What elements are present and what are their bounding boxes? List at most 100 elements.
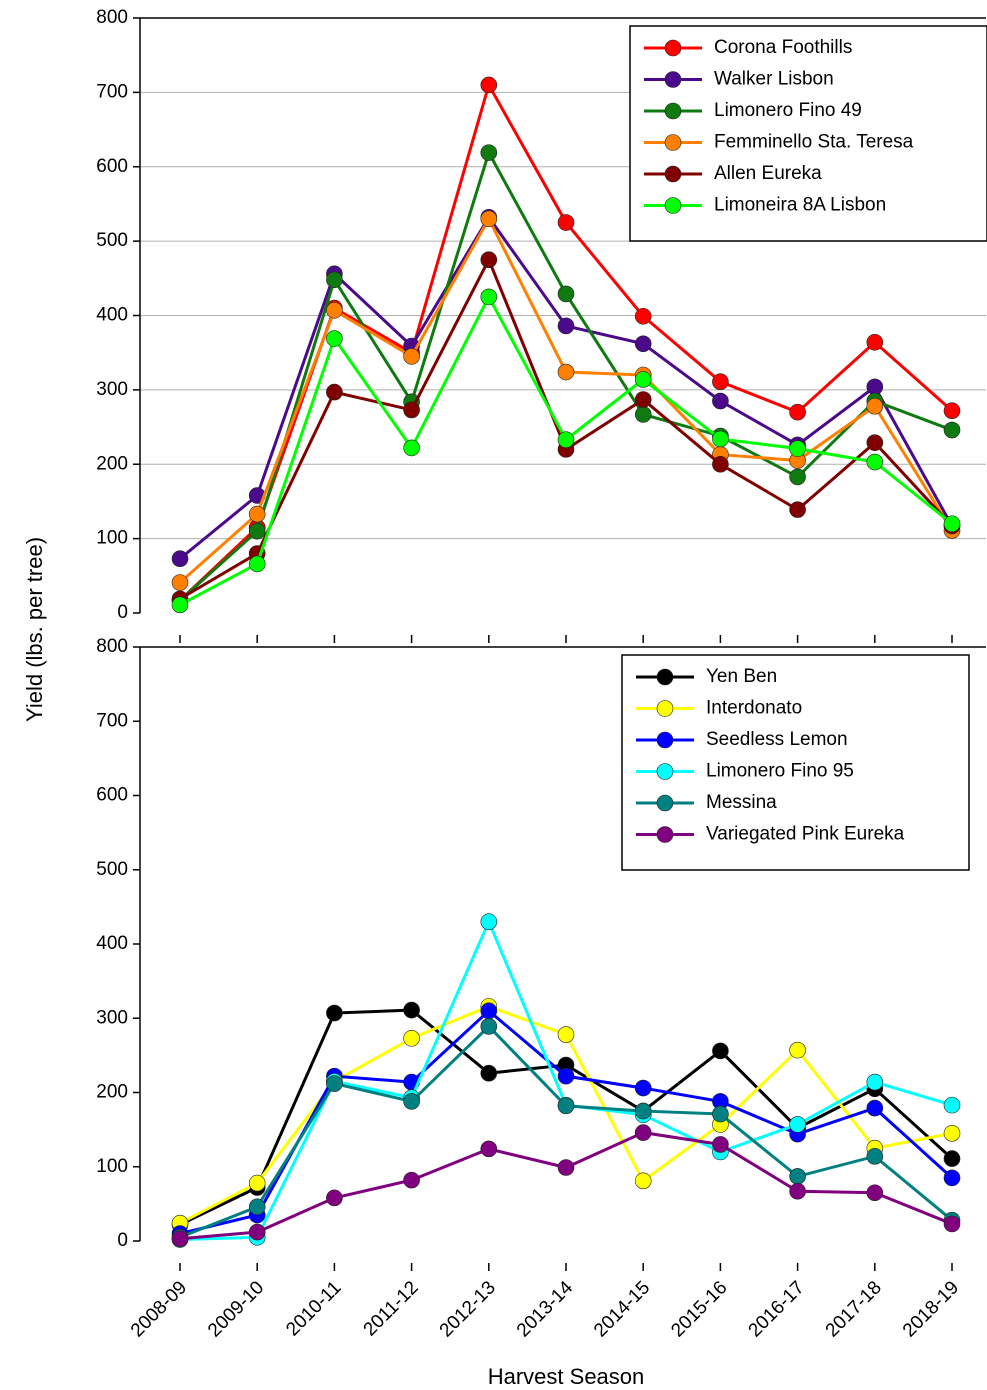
legend-marker xyxy=(664,71,682,88)
data-point xyxy=(326,301,343,319)
legend-marker xyxy=(656,731,674,749)
data-point xyxy=(557,1159,575,1176)
x-tick-label: 2011-12 xyxy=(360,1277,423,1340)
y-tick-label: 800 xyxy=(96,7,128,28)
legend-label: Limonero Fino 49 xyxy=(714,100,862,121)
y-tick-label: 700 xyxy=(96,710,128,731)
data-point xyxy=(248,522,266,540)
legend-marker xyxy=(656,763,674,780)
series-line xyxy=(179,1008,954,1236)
data-point xyxy=(634,307,652,325)
data-point xyxy=(326,1004,343,1022)
data-point xyxy=(789,403,806,421)
data-point xyxy=(326,1189,343,1207)
data-point xyxy=(248,1198,266,1216)
data-point xyxy=(712,392,729,410)
legend-marker xyxy=(656,826,674,843)
data-point xyxy=(171,550,189,568)
legend-label: Seedless Lemon xyxy=(706,729,848,750)
legend-label: Corona Foothills xyxy=(714,37,852,58)
data-point xyxy=(480,288,498,306)
data-point xyxy=(480,913,498,931)
data-point xyxy=(789,440,806,457)
legend-label: Limoneira 8A Lisbon xyxy=(714,195,886,216)
data-point xyxy=(712,1042,729,1060)
legend-marker xyxy=(664,102,682,120)
data-point xyxy=(171,574,189,591)
data-point xyxy=(866,378,884,396)
x-tick-label: 2013-14 xyxy=(513,1277,577,1341)
data-point xyxy=(789,501,806,518)
data-point xyxy=(480,1018,498,1035)
legend-marker xyxy=(664,165,682,183)
y-tick-label: 100 xyxy=(96,528,128,549)
data-point xyxy=(403,348,420,365)
series-line xyxy=(179,256,954,601)
y-tick-label: 400 xyxy=(96,305,128,326)
y-tick-label: 300 xyxy=(96,1007,128,1028)
x-tick-label: 2009-10 xyxy=(204,1277,268,1341)
data-point xyxy=(480,1002,498,1020)
series-line xyxy=(179,214,954,560)
x-tick-label: 2015-16 xyxy=(667,1277,731,1341)
data-point xyxy=(866,1099,884,1117)
data-point xyxy=(943,1096,961,1114)
data-point xyxy=(712,1136,729,1153)
x-tick-label: 2010-11 xyxy=(282,1277,345,1340)
legend-marker xyxy=(656,794,674,812)
data-point xyxy=(480,210,498,228)
data-point xyxy=(403,1029,420,1047)
legend-label: Femminello Sta. Teresa xyxy=(714,132,914,153)
data-point xyxy=(248,1223,266,1241)
legend-label: Interdonato xyxy=(706,698,802,719)
legend-marker xyxy=(664,39,682,57)
data-point xyxy=(326,383,343,401)
data-point xyxy=(480,144,498,161)
data-point xyxy=(943,1215,961,1233)
y-tick-label: 200 xyxy=(96,453,128,474)
data-point xyxy=(712,455,729,473)
data-point xyxy=(557,1067,575,1085)
data-point xyxy=(789,1182,806,1200)
data-point xyxy=(248,1174,266,1192)
y-tick-label: 100 xyxy=(96,1156,128,1177)
data-point xyxy=(480,1064,498,1082)
legend-label: Walker Lisbon xyxy=(714,69,834,90)
data-point xyxy=(634,1172,652,1190)
y-axis-label: Yield (lbs. per tree) xyxy=(22,537,47,722)
data-point xyxy=(712,430,729,448)
data-point xyxy=(866,453,884,471)
data-point xyxy=(634,406,652,423)
data-point xyxy=(866,397,884,415)
data-point xyxy=(789,1116,806,1133)
data-point xyxy=(789,1168,806,1185)
data-point xyxy=(634,391,652,408)
data-point xyxy=(943,421,961,439)
data-point xyxy=(248,505,266,523)
data-point xyxy=(943,1150,961,1167)
data-point xyxy=(634,335,652,353)
data-point xyxy=(480,1140,498,1158)
data-point xyxy=(403,1001,420,1019)
data-point xyxy=(634,1102,652,1120)
data-point xyxy=(943,1125,961,1142)
legend-label: Limonero Fino 95 xyxy=(706,761,854,782)
data-point xyxy=(866,434,884,451)
legend-label: Messina xyxy=(706,792,777,813)
y-tick-label: 400 xyxy=(96,933,128,954)
data-point xyxy=(557,1026,575,1043)
data-point xyxy=(326,271,343,289)
y-tick-label: 700 xyxy=(96,81,128,102)
y-tick-label: 300 xyxy=(96,379,128,400)
data-point xyxy=(712,1105,729,1123)
data-point xyxy=(480,251,498,269)
legend-marker xyxy=(656,700,674,717)
x-axis-label: Harvest Season xyxy=(488,1364,645,1389)
data-point xyxy=(557,1097,575,1115)
y-tick-label: 0 xyxy=(117,1230,128,1251)
x-tick-label: 2008-09 xyxy=(127,1277,191,1341)
x-tick-label: 2012-13 xyxy=(436,1277,500,1341)
x-tick-label: 2018-19 xyxy=(899,1277,963,1341)
